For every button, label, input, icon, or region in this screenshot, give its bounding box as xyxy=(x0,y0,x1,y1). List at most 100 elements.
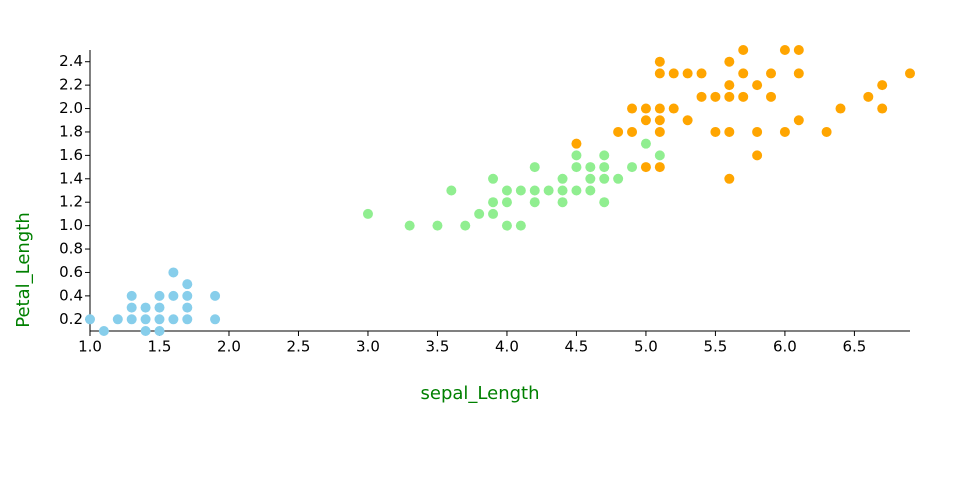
y-tick-label: 2.4 xyxy=(59,52,83,70)
point xyxy=(599,197,610,208)
point xyxy=(668,103,679,114)
point xyxy=(529,197,540,208)
x-tick-label: 6.0 xyxy=(773,338,797,356)
point xyxy=(654,56,665,67)
point xyxy=(515,220,526,231)
point xyxy=(724,80,735,91)
point xyxy=(710,91,721,102)
point xyxy=(154,302,165,313)
point xyxy=(168,314,179,325)
x-tick-label: 1.0 xyxy=(78,338,102,356)
point xyxy=(154,314,165,325)
x-tick-label: 4.0 xyxy=(495,338,519,356)
point xyxy=(599,173,610,184)
y-tick-label: 0.8 xyxy=(59,240,83,258)
point xyxy=(529,162,540,173)
point xyxy=(696,91,707,102)
point xyxy=(571,138,582,149)
point xyxy=(682,68,693,79)
point xyxy=(474,208,485,219)
x-tick-label: 5.0 xyxy=(634,338,658,356)
x-axis-title: sepal_Length xyxy=(421,383,540,404)
point xyxy=(140,314,151,325)
point xyxy=(627,126,638,137)
point xyxy=(585,173,596,184)
point xyxy=(140,302,151,313)
point xyxy=(126,290,137,301)
point xyxy=(654,162,665,173)
point xyxy=(543,185,554,196)
point xyxy=(738,91,749,102)
point xyxy=(654,115,665,126)
point xyxy=(766,68,777,79)
point xyxy=(793,115,804,126)
point xyxy=(640,138,651,149)
point xyxy=(905,68,915,79)
point xyxy=(98,326,109,336)
point xyxy=(168,267,179,278)
x-tick-label: 5.5 xyxy=(703,338,727,356)
y-tick-label: 1.4 xyxy=(59,169,83,187)
point xyxy=(863,91,874,102)
point xyxy=(793,45,804,55)
point xyxy=(793,68,804,79)
point xyxy=(738,45,749,55)
point xyxy=(404,220,415,231)
point xyxy=(126,314,137,325)
point xyxy=(446,185,457,196)
point xyxy=(182,302,193,313)
x-tick-label: 3.0 xyxy=(356,338,380,356)
point xyxy=(752,150,763,161)
x-tick-label: 2.5 xyxy=(287,338,311,356)
point xyxy=(752,80,763,91)
point xyxy=(613,126,624,137)
point xyxy=(432,220,443,231)
point xyxy=(877,103,888,114)
point xyxy=(182,314,193,325)
y-tick-label: 1.0 xyxy=(59,216,83,234)
point xyxy=(654,126,665,137)
point xyxy=(724,126,735,137)
point xyxy=(501,197,512,208)
point xyxy=(724,91,735,102)
point xyxy=(654,68,665,79)
point xyxy=(154,326,165,336)
point xyxy=(182,279,193,290)
y-tick-label: 1.6 xyxy=(59,146,83,164)
point xyxy=(724,173,735,184)
point xyxy=(168,290,179,301)
point xyxy=(210,314,221,325)
point xyxy=(627,162,638,173)
point xyxy=(710,126,721,137)
y-tick-label: 2.2 xyxy=(59,76,83,94)
y-tick-label: 0.2 xyxy=(59,310,83,328)
point xyxy=(585,162,596,173)
point xyxy=(488,197,499,208)
point xyxy=(126,302,137,313)
point xyxy=(627,103,638,114)
point xyxy=(696,68,707,79)
point xyxy=(557,173,568,184)
point xyxy=(835,103,846,114)
point xyxy=(779,126,790,137)
point xyxy=(585,185,596,196)
point xyxy=(668,68,679,79)
y-axis-title: Petal_Length xyxy=(13,212,34,327)
point xyxy=(557,185,568,196)
point xyxy=(154,290,165,301)
point xyxy=(654,150,665,161)
point xyxy=(640,162,651,173)
point xyxy=(571,185,582,196)
x-tick-label: 2.0 xyxy=(217,338,241,356)
y-tick-label: 0.6 xyxy=(59,263,83,281)
x-tick-label: 1.5 xyxy=(148,338,172,356)
point xyxy=(877,80,888,91)
point xyxy=(488,208,499,219)
point xyxy=(182,290,193,301)
point xyxy=(599,150,610,161)
point xyxy=(779,45,790,55)
point xyxy=(766,91,777,102)
point xyxy=(515,185,526,196)
point xyxy=(613,173,624,184)
point xyxy=(821,126,832,137)
